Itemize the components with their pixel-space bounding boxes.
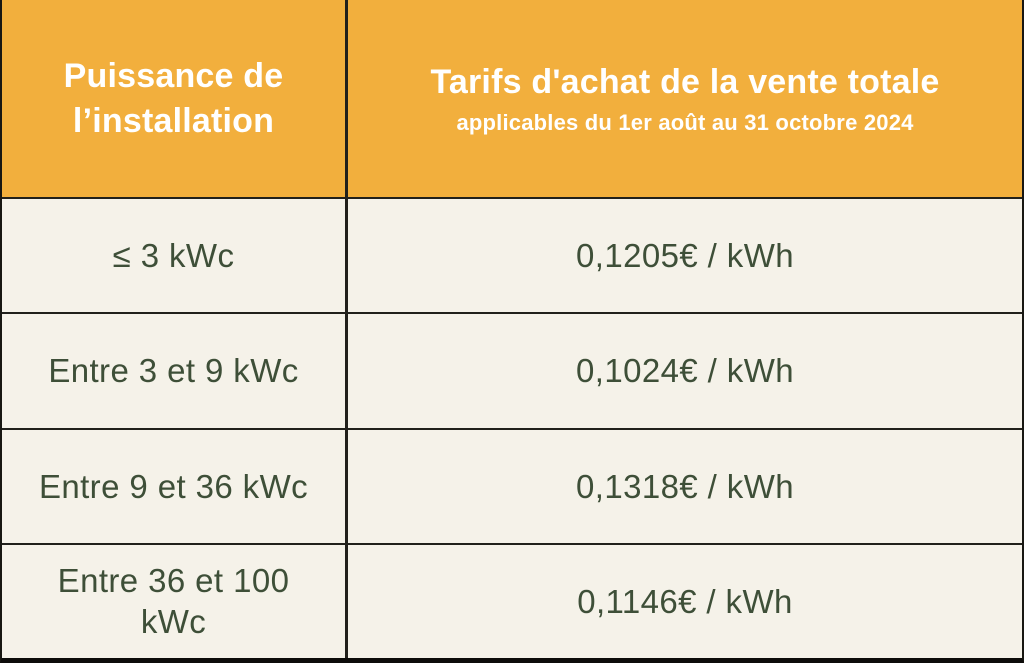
table-row: ≤ 3 kWc 0,1205€ / kWh [2,197,1022,313]
tariff-cell: 0,1146€ / kWh [577,582,793,620]
power-cell: ≤ 3 kWc [2,199,348,313]
tariff-cell: 0,1318€ / kWh [576,467,794,505]
tariff-cell: 0,1205€ / kWh [576,237,794,274]
header-tariff-subtitle: applicables du 1er août au 31 octobre 20… [456,110,914,136]
header-power-label: Puissance de l’installation [63,56,284,140]
table-row: Entre 36 et 100 kWc 0,1146€ / kWh [2,542,1022,658]
power-cell: Entre 36 et 100 kWc [2,544,348,658]
header-cell-tariff: Tarifs d'achat de la vente totale applic… [348,0,1022,197]
table-row: Entre 3 et 9 kWc 0,1024€ / kWh [2,312,1022,428]
power-cell: Entre 9 et 36 kWc [2,429,348,543]
power-cell: Entre 3 et 9 kWc [2,314,348,428]
table-header-row: Puissance de l’installation Tarifs d'ach… [2,0,1022,197]
header-cell-power: Puissance de l’installation [2,0,348,197]
table-row: Entre 9 et 36 kWc 0,1318€ / kWh [2,427,1022,543]
header-tariff-title: Tarifs d'achat de la vente totale [430,63,940,102]
tariff-cell: 0,1024€ / kWh [576,352,794,390]
